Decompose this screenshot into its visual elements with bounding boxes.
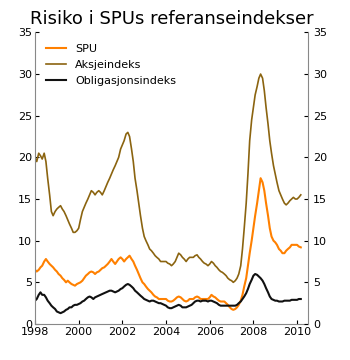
Legend: SPU, Aksjeindeks, Obligasjonsindeks: SPU, Aksjeindeks, Obligasjonsindeks <box>46 44 176 86</box>
SPU <box>33 268 37 272</box>
SPU <box>244 276 248 280</box>
SPU <box>259 176 263 180</box>
Line: Obligasjonsindeks: Obligasjonsindeks <box>35 274 301 313</box>
Obligasjonsindeks <box>58 311 63 315</box>
Aksjeindeks <box>217 268 221 272</box>
Aksjeindeks <box>244 201 248 205</box>
Obligasjonsindeks <box>253 272 257 276</box>
SPU <box>231 308 236 312</box>
Aksjeindeks <box>240 247 245 251</box>
Obligasjonsindeks <box>106 289 110 294</box>
Aksjeindeks <box>178 253 183 257</box>
Obligasjonsindeks <box>33 298 37 303</box>
SPU <box>178 295 183 300</box>
Obligasjonsindeks <box>240 297 245 301</box>
SPU <box>104 264 108 268</box>
SPU <box>299 245 303 249</box>
SPU <box>119 255 123 260</box>
SPU <box>217 298 221 303</box>
Line: Aksjeindeks: Aksjeindeks <box>35 74 301 282</box>
Title: Risiko i SPUs referanseindekser: Risiko i SPUs referanseindekser <box>30 10 313 28</box>
Obligasjonsindeks <box>244 291 248 295</box>
Obligasjonsindeks <box>120 286 125 290</box>
Line: SPU: SPU <box>35 178 301 310</box>
Aksjeindeks <box>299 193 303 197</box>
Aksjeindeks <box>119 147 123 151</box>
Obligasjonsindeks <box>218 303 223 308</box>
Aksjeindeks <box>259 72 263 76</box>
Aksjeindeks <box>33 155 37 159</box>
Obligasjonsindeks <box>299 297 303 301</box>
SPU <box>240 293 245 297</box>
Aksjeindeks <box>231 280 236 284</box>
Aksjeindeks <box>104 184 108 189</box>
Obligasjonsindeks <box>180 305 184 310</box>
